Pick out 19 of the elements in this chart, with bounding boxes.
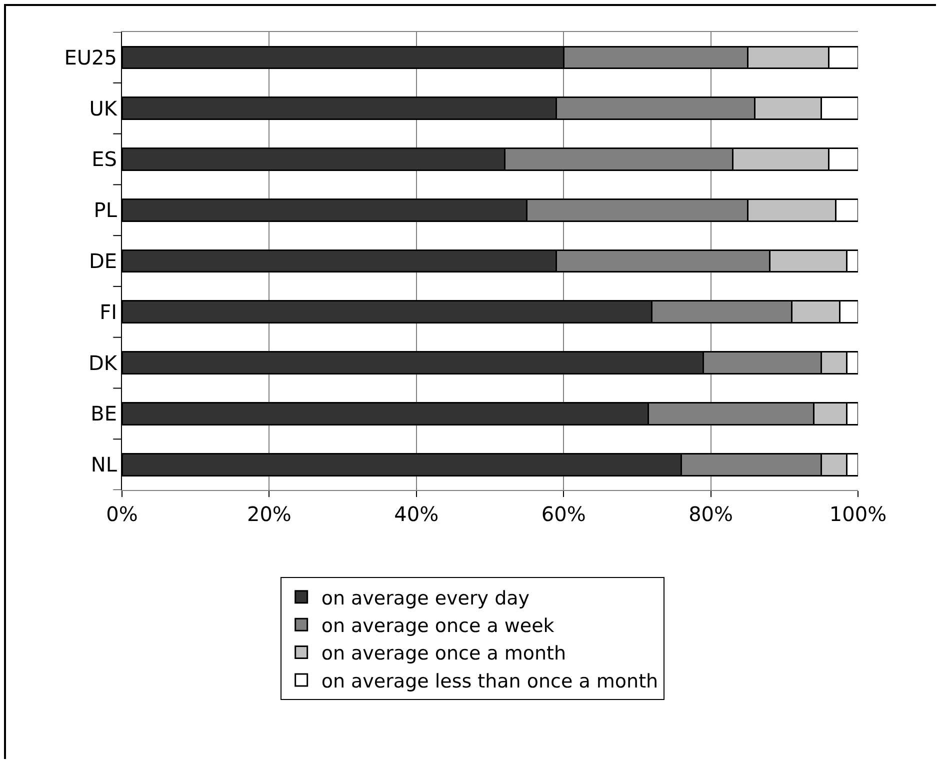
x-tick-label: 80%	[688, 502, 734, 526]
x-tick-label: 40%	[394, 502, 439, 526]
y-tick-label: DE	[88, 249, 117, 273]
y-tick-label: BE	[90, 402, 117, 426]
y-tick-label: EU25	[64, 45, 117, 70]
x-tick-label: 0%	[106, 502, 138, 526]
y-tick-label: DK	[88, 350, 118, 375]
x-tick-label: 100%	[829, 502, 887, 526]
x-tick-label: 20%	[246, 502, 292, 526]
y-tick-label: NL	[90, 452, 118, 477]
y-tick-label: UK	[89, 96, 118, 120]
y-tick-label: FI	[100, 300, 117, 324]
legend-label: on average less than once a month	[321, 670, 658, 692]
legend-label: on average once a month	[321, 642, 566, 665]
y-tick-label: ES	[92, 147, 117, 172]
legend-label: on average once a week	[321, 614, 554, 637]
y-tick-label: PL	[94, 198, 118, 222]
legend-label: on average every day	[321, 587, 530, 610]
x-tick-label: 60%	[541, 502, 586, 526]
